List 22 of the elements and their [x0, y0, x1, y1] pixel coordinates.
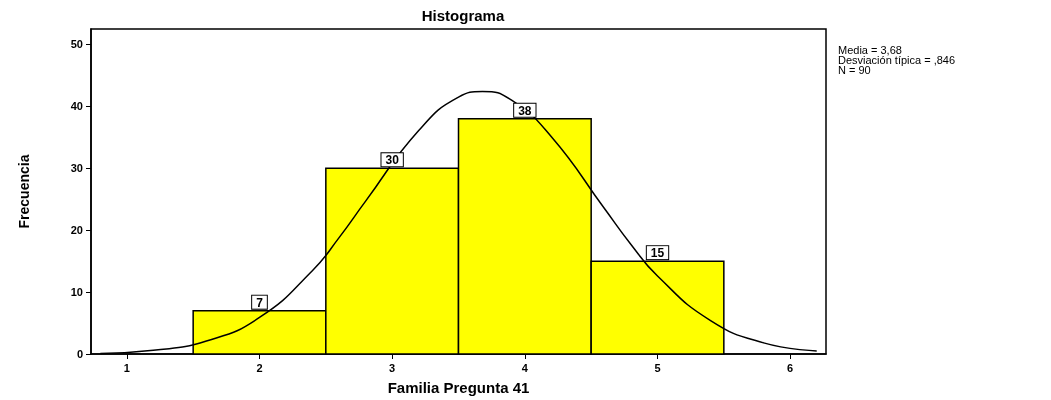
text: Desviación típica = ,846 — [838, 53, 956, 66]
chart-title: Histograma — [421, 7, 505, 24]
y-tick-label: 0 — [76, 348, 83, 360]
text: Media = 3,68 — [838, 43, 902, 56]
x-tick-label: 3 — [389, 361, 396, 374]
y-tick-label: 20 — [70, 224, 83, 237]
x-tick-label: 2 — [256, 361, 263, 374]
y-axis-title: Frecuencia — [16, 154, 32, 229]
y-tick-label: 30 — [70, 162, 83, 175]
y-tick-label: 10 — [70, 286, 83, 299]
data-label: 15 — [650, 246, 665, 261]
x-tick-label: 6 — [787, 361, 794, 374]
data-label: 30 — [385, 153, 400, 168]
text: N = 90 — [838, 63, 871, 76]
data-label: 7 — [256, 295, 264, 310]
x-tick-label: 4 — [521, 361, 529, 374]
data-label: 38 — [518, 103, 532, 118]
x-axis-title: Familia Pregunta 41 — [387, 379, 530, 396]
y-tick-label: 50 — [70, 38, 83, 51]
y-tick-label: 40 — [70, 100, 83, 113]
x-tick-label: 1 — [123, 361, 130, 374]
x-tick-label: 5 — [654, 361, 661, 374]
